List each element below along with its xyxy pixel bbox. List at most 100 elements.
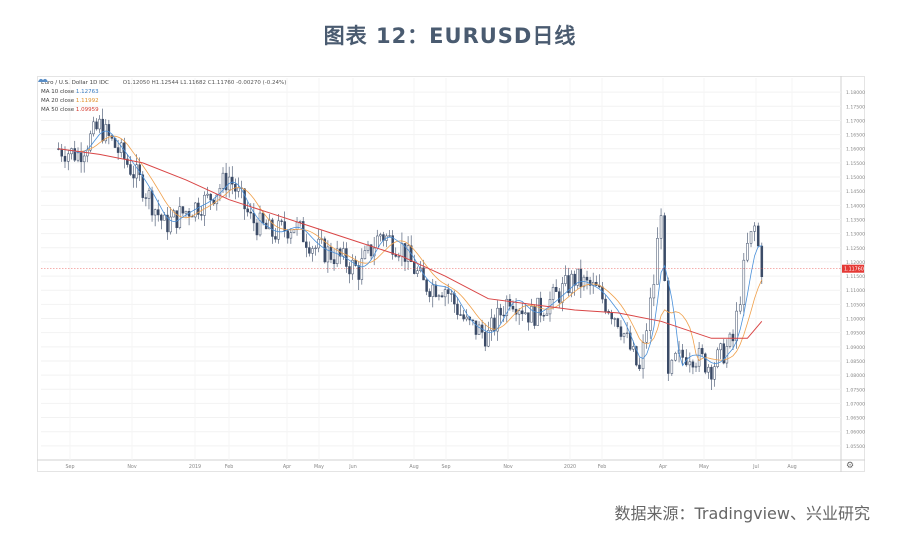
candle-body bbox=[499, 307, 502, 316]
candle-body bbox=[456, 303, 459, 315]
x-tick-label: Nov bbox=[503, 464, 513, 470]
candle-body bbox=[722, 343, 726, 364]
candle-body bbox=[203, 194, 206, 216]
candle-body bbox=[731, 333, 735, 342]
y-tick-label: 1.11500 bbox=[846, 274, 865, 280]
candle-body bbox=[305, 241, 308, 248]
source-note: 数据来源：Tradingview、兴业研究 bbox=[614, 504, 870, 523]
candle-body bbox=[379, 234, 382, 237]
chart-frame bbox=[37, 76, 865, 472]
candle-body bbox=[413, 261, 416, 274]
candle-body bbox=[175, 210, 178, 228]
candle-body bbox=[570, 273, 573, 294]
candle-body bbox=[688, 361, 692, 366]
candle-body bbox=[289, 232, 293, 239]
candle-body bbox=[314, 247, 317, 250]
y-tick-label: 1.13000 bbox=[846, 232, 865, 238]
candle-body bbox=[728, 333, 732, 347]
ma20-line bbox=[58, 135, 763, 362]
gear-icon[interactable]: ⚙ bbox=[846, 461, 855, 471]
candle-body bbox=[160, 214, 163, 221]
candle-body bbox=[700, 348, 704, 355]
candle-body bbox=[573, 273, 576, 286]
candle-body bbox=[483, 332, 487, 347]
ma50-label: MA 50 close bbox=[41, 107, 75, 113]
candle-body bbox=[707, 366, 710, 373]
candle-body bbox=[579, 268, 583, 288]
candle-body bbox=[716, 349, 719, 367]
candle-body bbox=[527, 312, 530, 323]
candle-body bbox=[649, 297, 652, 331]
y-tick-label: 1.14500 bbox=[846, 189, 865, 195]
candle-body bbox=[719, 343, 722, 351]
candle-body bbox=[697, 348, 701, 367]
candle-body bbox=[342, 248, 345, 257]
ma20-value: 1.11992 bbox=[75, 98, 99, 104]
x-tick-label: Aug bbox=[409, 464, 418, 470]
candle-body bbox=[138, 164, 141, 176]
candle-body bbox=[558, 291, 561, 303]
candle-body bbox=[295, 221, 299, 230]
candle-body bbox=[652, 284, 656, 299]
candle-body bbox=[224, 172, 228, 191]
candle-body bbox=[601, 286, 604, 300]
x-tick-label: Jul bbox=[752, 464, 759, 470]
candle-body bbox=[656, 238, 659, 285]
candle-body bbox=[533, 306, 536, 326]
candle-body bbox=[613, 318, 617, 320]
candle-body bbox=[406, 245, 410, 262]
candle-body bbox=[567, 275, 570, 294]
candle-body bbox=[462, 314, 465, 320]
y-tick-label: 1.10500 bbox=[846, 302, 865, 308]
candle-body bbox=[178, 206, 182, 228]
candle-body bbox=[428, 291, 431, 297]
chart-area[interactable]: 1.18000 1.17500 1.17000 1.16500 1.16000 1.155… bbox=[37, 76, 865, 472]
candle-body bbox=[490, 317, 493, 331]
candle-body bbox=[749, 231, 753, 244]
candle-body bbox=[524, 312, 527, 315]
candle-body bbox=[95, 121, 98, 130]
candle-body bbox=[110, 135, 114, 139]
ma20-label: MA 20 close bbox=[41, 98, 75, 104]
candle-body bbox=[277, 220, 280, 240]
candle-body bbox=[357, 265, 360, 280]
candle-body bbox=[271, 219, 274, 237]
candle-body bbox=[666, 280, 670, 374]
chart-svg[interactable]: 1.18000 1.17500 1.17000 1.16500 1.16000 1.155… bbox=[37, 76, 865, 472]
candle-body bbox=[425, 279, 428, 292]
candle-body bbox=[375, 235, 379, 249]
candle-body bbox=[79, 152, 83, 163]
candle-body bbox=[753, 225, 756, 232]
x-tick-label: May bbox=[699, 464, 709, 470]
candle-body bbox=[508, 298, 512, 307]
candle-body bbox=[89, 133, 92, 151]
candle-body bbox=[135, 164, 138, 179]
candle-body bbox=[92, 121, 95, 135]
candle-body bbox=[301, 221, 305, 243]
candle-body bbox=[308, 247, 311, 254]
y-tick-label: 1.08500 bbox=[846, 359, 865, 365]
candle-body bbox=[166, 214, 169, 233]
ma50-value: 1.09959 bbox=[75, 107, 99, 113]
candle-body bbox=[710, 366, 713, 380]
candle-body bbox=[82, 155, 86, 163]
candle-body bbox=[184, 211, 188, 214]
chart-legend: Euro / U.S. Dollar 1D IDC O1.12050 H1.125… bbox=[41, 79, 286, 115]
candle-body bbox=[172, 210, 175, 218]
x-tick-label: Sep bbox=[441, 464, 450, 470]
tradingview-logo-icon[interactable] bbox=[37, 76, 49, 84]
candle-body bbox=[738, 304, 742, 312]
candle-body bbox=[107, 124, 111, 136]
y-tick-label: 1.16500 bbox=[846, 133, 865, 139]
candle-body bbox=[641, 342, 645, 370]
last-price-tag bbox=[842, 264, 864, 273]
candle-body bbox=[704, 353, 707, 373]
candle-body bbox=[181, 206, 185, 214]
x-tick-label: Jun bbox=[348, 464, 357, 470]
candle-body bbox=[502, 314, 505, 317]
candle-body bbox=[126, 158, 129, 165]
candle-body bbox=[397, 255, 401, 258]
candle-body bbox=[144, 197, 148, 199]
ma10-label: MA 10 close bbox=[41, 89, 75, 95]
candle-body bbox=[496, 307, 499, 332]
